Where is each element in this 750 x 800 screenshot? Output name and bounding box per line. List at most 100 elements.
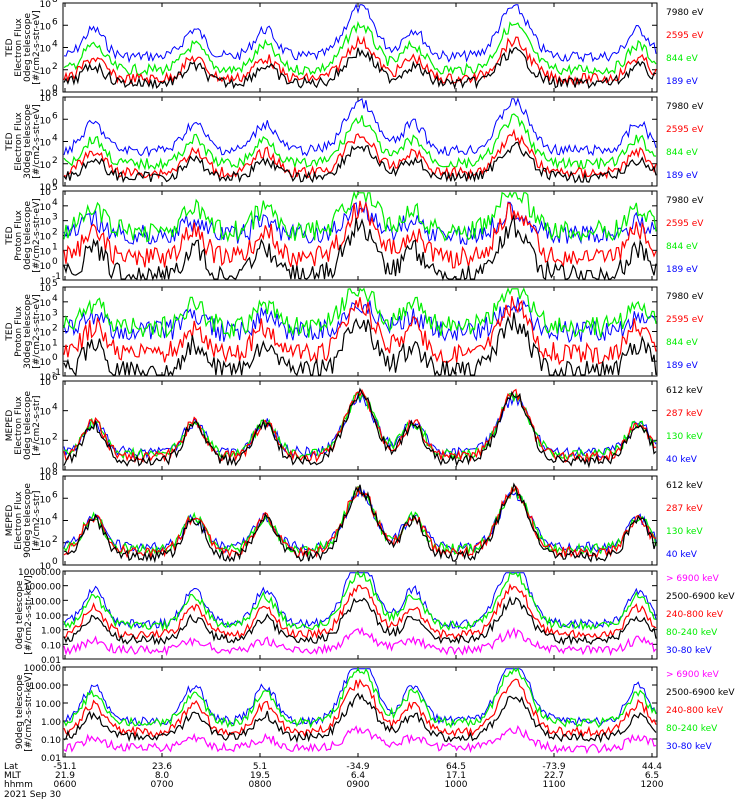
y-axis-label-line: [#/cm2-s-str-eV] [32,294,42,369]
x-tick-label-mlt: 17.1 [446,771,466,781]
y-tick-exponent: 2 [52,432,58,442]
y-tick-label: 1.00 [41,718,61,728]
legend-entry: 2500-6900 keV [666,592,735,602]
y-tick-label: 1.00 [41,627,61,637]
xaxis-row-lat: Lat [4,762,19,772]
x-tick-label-lat: 5.1 [253,762,267,772]
legend-entry: 2595 eV [666,31,704,41]
y-tick-exponent: 0 [52,84,58,94]
y-tick-label: 10000.00 [18,568,61,578]
y-tick-label: 1000.00 [24,664,61,674]
y-tick-exponent: 3 [52,213,58,223]
y-tick-label: 10 [40,218,52,228]
y-tick-exponent: 2 [52,324,58,334]
legend-entry: 30-80 keV [666,646,712,656]
y-axis-label-line: Electron Flux [14,18,24,77]
legend-entry: 7980 eV [666,196,704,206]
x-tick-label-mlt: 8.0 [155,771,170,781]
series-line-1 [63,141,657,184]
y-tick-exponent: 4 [52,294,58,304]
y-tick-label: 0.10 [41,641,61,651]
series-line-4 [63,3,657,64]
y-tick-exponent: -1 [52,368,61,378]
y-tick-label: 10 [40,314,52,324]
x-tick-label-hhmm: 1200 [641,780,664,790]
legend-entry: 240-800 keV [666,610,724,620]
series-line-4 [63,97,657,158]
y-tick-label: 10 [40,94,52,104]
series-line-2 [63,128,657,180]
y-tick-label: 10 [40,378,52,388]
series-line-1 [63,724,657,755]
y-tick-label: 10 [40,495,52,505]
x-tick-label-hhmm: 0700 [151,780,174,790]
series-line-3 [63,20,657,76]
y-tick-exponent: 1 [52,338,58,348]
legend-entry: 130 keV [666,432,703,442]
y-axis-label-line: [#/cm2-s-str-eV] [32,198,42,273]
y-axis-label-line: TED [5,322,15,341]
legend-entry: 80-240 keV [666,628,718,638]
y-tick-exponent: 4 [52,198,58,208]
series-line-3 [63,113,657,171]
y-tick-label: 10 [40,373,52,383]
series-line-4 [63,297,657,344]
x-tick-label-hhmm: 0900 [347,780,370,790]
y-tick-exponent: 0 [52,557,58,567]
y-tick-label: 10 [40,277,52,287]
y-axis-label-line: [#/cm2-s-str-eV] [32,104,42,179]
y-axis-label-line: 0deg telescope [23,391,33,461]
y-tick-exponent: 0 [52,178,58,188]
y-tick-label: 10 [40,437,52,447]
y-axis-label-line: TED [5,132,15,151]
y-tick-label: 1000.00 [24,583,61,593]
y-tick-exponent: 6 [52,373,58,383]
y-tick-exponent: 0 [52,353,58,363]
y-tick-label: 10 [40,188,52,198]
y-axis-label-line: MEPED [5,410,15,442]
series-line-4 [63,667,657,729]
y-tick-exponent: 3 [52,309,58,319]
y-axis-label-line: TED [5,38,15,57]
y-tick-label: 10 [40,473,52,483]
y-tick-exponent: 2 [52,156,58,166]
series-line-2 [63,485,657,559]
x-tick-label-hhmm: 0800 [249,780,272,790]
series-line-1 [63,312,657,377]
series-line-1 [63,626,657,657]
y-axis-label-line: 30deg telescope [23,104,33,179]
legend-entry: 189 eV [666,361,699,371]
y-tick-label: 10 [40,183,52,193]
series-line-1 [63,482,657,564]
legend-entry: 40 keV [666,550,698,560]
y-axis-label-line: [#/cm2-s-str-keV] [24,672,34,751]
legend-entry: 844 eV [666,148,699,158]
x-tick-label-lat: -34.9 [346,762,370,772]
y-axis-label-line: 0deg telescope [15,580,25,650]
series-line-3 [63,190,657,243]
y-tick-exponent: 6 [52,490,58,500]
series-line-4 [63,201,657,245]
y-axis-label-line: TED [5,226,15,245]
y-tick-label: 10 [40,161,52,171]
series-line-3 [63,678,657,738]
legend-entry: 287 keV [666,409,703,419]
y-tick-label: 10 [40,22,52,32]
y-axis-label-line: [#/cm2-s-str] [32,395,42,455]
legend-entry: 40 keV [666,455,698,465]
panel-7: 10000.00 1000.00 100.00 10.00 1.00 0.10 0.01 0d… [15,568,735,666]
y-tick-exponent: 4 [52,403,58,413]
y-tick-exponent: 0 [52,462,58,472]
y-tick-label: 10 [40,262,52,272]
y-tick-label: 10 [40,299,52,309]
y-tick-label: 10 [40,247,52,257]
series-line-3 [63,583,657,640]
y-tick-label: 10 [40,329,52,339]
xaxis-date: 2021 Sep 30 [4,790,61,800]
y-axis-label-line: 30deg telescope [23,294,33,369]
x-tick-label-lat: -73.9 [542,762,566,772]
